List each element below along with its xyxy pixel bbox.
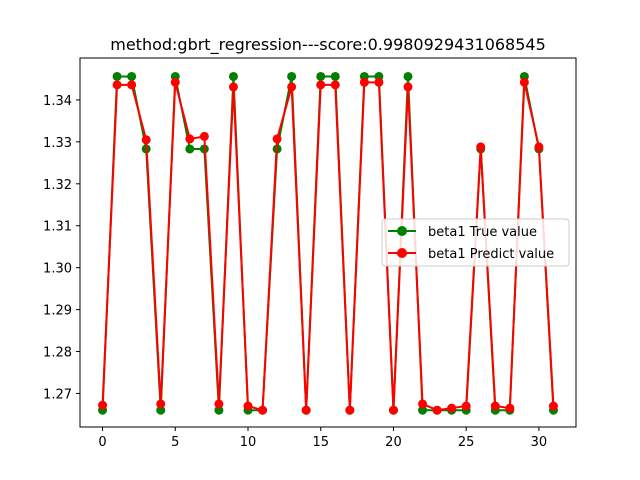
data-point (447, 403, 457, 413)
legend-box (381, 218, 570, 267)
x-tick-label: 20 (385, 435, 402, 450)
data-point (418, 399, 428, 409)
y-tick-label: 1.34 (43, 94, 72, 109)
data-point (534, 142, 544, 152)
legend-marker-true (397, 226, 407, 236)
legend-label-predict: beta1 Predict value (428, 247, 554, 262)
data-point (505, 403, 515, 413)
data-point (98, 400, 108, 410)
chart-title: method:gbrt_regression---score:0.9980929… (110, 35, 546, 55)
data-point (127, 71, 137, 81)
data-point (316, 71, 326, 81)
data-point (170, 77, 180, 87)
x-tick-label: 30 (531, 435, 548, 450)
data-point (228, 71, 238, 81)
data-point (214, 405, 224, 415)
data-point (548, 401, 558, 411)
data-point (127, 80, 137, 90)
data-point (185, 134, 195, 144)
data-point (519, 77, 529, 87)
data-point (272, 134, 282, 144)
x-tick-label: 25 (458, 435, 475, 450)
legend-marker-predict (397, 248, 407, 258)
data-point (156, 399, 166, 409)
data-point (418, 405, 428, 415)
data-point (301, 405, 311, 415)
data-point (403, 82, 413, 92)
data-point (330, 80, 340, 90)
y-tick-label: 1.30 (43, 262, 72, 277)
data-point (374, 77, 384, 87)
data-point (287, 71, 297, 81)
legend-label-true: beta1 True value (428, 225, 537, 240)
plot-frame (79, 57, 577, 428)
y-tick-label: 1.32 (43, 178, 72, 193)
data-point (258, 405, 268, 415)
data-point (476, 142, 486, 152)
y-tick-label: 1.27 (43, 387, 72, 402)
data-point (403, 71, 413, 81)
data-point (287, 82, 297, 92)
x-tick-label: 15 (312, 435, 329, 450)
x-tick-label: 10 (240, 435, 257, 450)
x-tick-label: 0 (98, 435, 106, 450)
legend: beta1 True value beta1 Predict value (381, 218, 570, 267)
y-tick-label: 1.28 (43, 346, 72, 361)
data-point (185, 144, 195, 154)
y-tick-label: 1.33 (43, 136, 72, 151)
data-point (199, 131, 209, 141)
data-point (388, 405, 398, 415)
data-point (432, 405, 442, 415)
data-point (330, 71, 340, 81)
data-point (316, 80, 326, 90)
y-tick-label: 1.29 (43, 304, 72, 319)
data-point (214, 399, 224, 409)
data-point (243, 401, 253, 411)
x-tick-label: 5 (171, 435, 179, 450)
data-point (156, 405, 166, 415)
data-point (112, 71, 122, 81)
data-point (228, 82, 238, 92)
data-point (490, 401, 500, 411)
data-point (359, 77, 369, 87)
y-axis: 1.27 1.28 1.29 1.30 1.31 1.32 1.33 1.34 (43, 94, 80, 402)
data-point (141, 135, 151, 145)
series-line-1 (101, 81, 555, 412)
x-axis: 0 5 10 15 20 25 30 (98, 427, 547, 450)
data-point (345, 405, 355, 415)
data-point (112, 80, 122, 90)
y-tick-label: 1.31 (43, 220, 72, 235)
series-layer (98, 71, 558, 415)
data-point (461, 401, 471, 411)
